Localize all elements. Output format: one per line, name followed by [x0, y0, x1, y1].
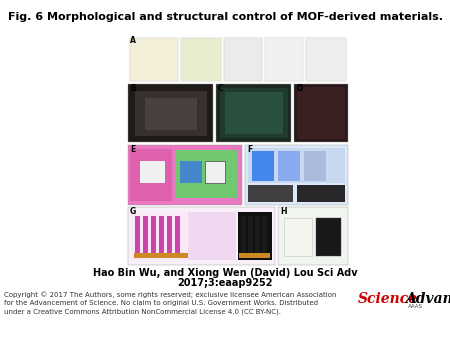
Bar	[220, 88, 288, 138]
Text: AAAS: AAAS	[408, 304, 423, 309]
Bar	[175, 216, 180, 256]
Text: F: F	[247, 145, 252, 154]
Text: A: A	[130, 36, 136, 45]
Bar	[294, 84, 348, 142]
Bar	[143, 216, 148, 256]
Bar	[284, 218, 312, 256]
Text: Copyright © 2017 The Authors, some rights reserved; exclusive licensee American : Copyright © 2017 The Authors, some right…	[4, 291, 337, 315]
Bar	[255, 216, 260, 256]
Bar	[262, 216, 267, 256]
Bar	[181, 38, 221, 81]
Text: E: E	[130, 145, 135, 154]
Bar	[145, 98, 197, 130]
Bar	[180, 161, 202, 183]
Bar	[188, 212, 236, 260]
Text: Advances: Advances	[405, 292, 450, 306]
Bar	[304, 151, 326, 181]
Bar	[130, 38, 178, 81]
Text: B: B	[130, 84, 136, 93]
Bar	[151, 216, 156, 256]
Bar	[135, 216, 140, 256]
Bar	[224, 38, 262, 81]
Bar	[238, 212, 272, 260]
Bar	[248, 216, 253, 256]
Bar	[134, 253, 188, 258]
Bar	[297, 87, 345, 139]
Bar	[278, 207, 348, 265]
Bar	[278, 151, 300, 181]
Bar	[216, 84, 291, 142]
Text: C: C	[218, 84, 224, 93]
Bar	[241, 216, 246, 256]
Bar	[175, 150, 237, 198]
Text: Science: Science	[358, 292, 418, 306]
Text: Hao Bin Wu, and Xiong Wen (David) Lou Sci Adv: Hao Bin Wu, and Xiong Wen (David) Lou Sc…	[93, 268, 357, 278]
Text: H: H	[280, 207, 287, 216]
Bar	[252, 151, 274, 181]
Bar	[245, 145, 348, 205]
Bar	[316, 218, 341, 256]
Bar	[128, 36, 348, 83]
Bar	[225, 92, 283, 134]
Bar	[135, 91, 207, 136]
Bar	[159, 216, 164, 256]
Text: D: D	[296, 84, 302, 93]
Text: 2017;3:eaap9252: 2017;3:eaap9252	[177, 278, 273, 288]
Bar	[239, 253, 270, 258]
Text: G: G	[130, 207, 136, 216]
Bar	[297, 185, 345, 202]
Bar	[205, 161, 225, 183]
Bar	[132, 212, 187, 260]
Bar	[140, 161, 165, 183]
Bar	[128, 84, 213, 142]
Bar	[128, 207, 275, 265]
Text: Fig. 6 Morphological and structural control of MOF-derived materials.: Fig. 6 Morphological and structural cont…	[8, 12, 442, 22]
Bar	[248, 148, 345, 183]
Bar	[248, 185, 293, 202]
Bar	[130, 149, 172, 201]
Bar	[167, 216, 172, 256]
Bar	[128, 145, 242, 205]
Bar	[265, 38, 303, 81]
Bar	[306, 38, 346, 81]
